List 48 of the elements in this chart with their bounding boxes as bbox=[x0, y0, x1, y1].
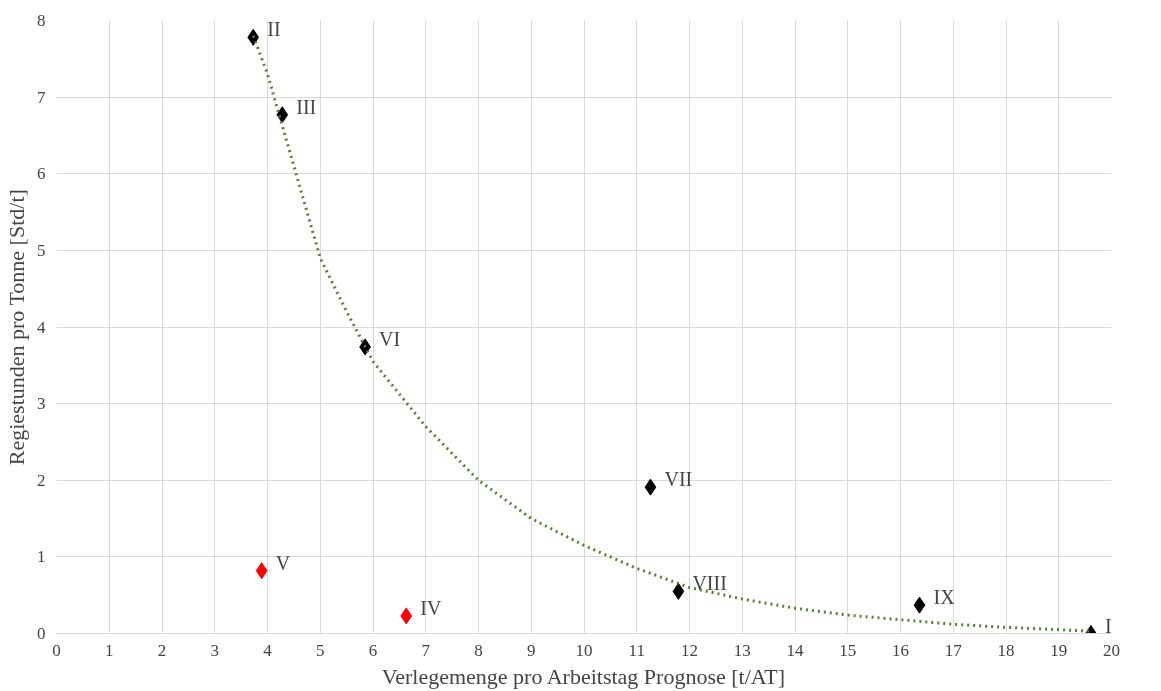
x-tick-label: 18 bbox=[997, 640, 1015, 660]
y-tick-label: 8 bbox=[37, 11, 46, 30]
x-tick-label: 9 bbox=[527, 640, 536, 660]
annotation: IX bbox=[933, 586, 956, 609]
y-tick-label: 7 bbox=[37, 87, 46, 107]
x-tick-label: 14 bbox=[786, 640, 804, 660]
x-tick-label: 10 bbox=[575, 640, 593, 660]
annotation: VII bbox=[664, 468, 693, 491]
point bbox=[276, 106, 289, 124]
point bbox=[247, 28, 260, 46]
y-tick-label: 5 bbox=[37, 240, 46, 260]
x-tick-label: 1 bbox=[105, 640, 114, 660]
annotation: V bbox=[275, 551, 291, 574]
y-tick-label: 6 bbox=[37, 164, 46, 184]
x-tick-label: 13 bbox=[733, 640, 751, 660]
y-tick-label: 3 bbox=[37, 394, 46, 414]
x-tick-label: 0 bbox=[52, 640, 61, 660]
x-tick-label: 7 bbox=[421, 640, 431, 660]
x-axis-title: Verlegemenge pro Arbeitstag Prognose [t/AT] bbox=[381, 663, 786, 689]
x-tick-label: 19 bbox=[1050, 640, 1068, 660]
point bbox=[644, 478, 657, 496]
y-tick-label: 0 bbox=[37, 624, 46, 643]
x-tick-label: 20 bbox=[1103, 640, 1120, 660]
point bbox=[400, 607, 413, 625]
x-tick-label: 4 bbox=[263, 640, 273, 660]
y-tick-label: 1 bbox=[37, 547, 46, 567]
x-tick-label: 16 bbox=[892, 640, 909, 660]
x-tick-label: 12 bbox=[681, 640, 698, 660]
x-tick-label: 3 bbox=[210, 640, 219, 660]
annotation: IV bbox=[420, 596, 442, 619]
x-tick-label: 2 bbox=[157, 640, 167, 660]
point bbox=[913, 596, 926, 614]
x-tick-label: 11 bbox=[628, 640, 645, 660]
y-axis-title: Regiestunden pro Tonne [Std/t] bbox=[4, 189, 29, 466]
x-tick-label: 6 bbox=[368, 640, 378, 660]
y-tick-label: 4 bbox=[37, 317, 46, 337]
x-tick-label: 5 bbox=[316, 640, 325, 660]
annotation: III bbox=[296, 95, 317, 118]
point bbox=[672, 582, 685, 600]
x-tick-label: 17 bbox=[944, 640, 963, 660]
annotation: VI bbox=[379, 327, 401, 350]
annotation: VIII bbox=[692, 572, 727, 595]
x-tick-label: 15 bbox=[839, 640, 857, 660]
point bbox=[255, 562, 268, 580]
x-tick-label: 8 bbox=[474, 640, 483, 660]
annotation: I bbox=[1104, 614, 1112, 637]
annotation: II bbox=[267, 18, 281, 41]
y-tick-label: 2 bbox=[37, 470, 46, 490]
